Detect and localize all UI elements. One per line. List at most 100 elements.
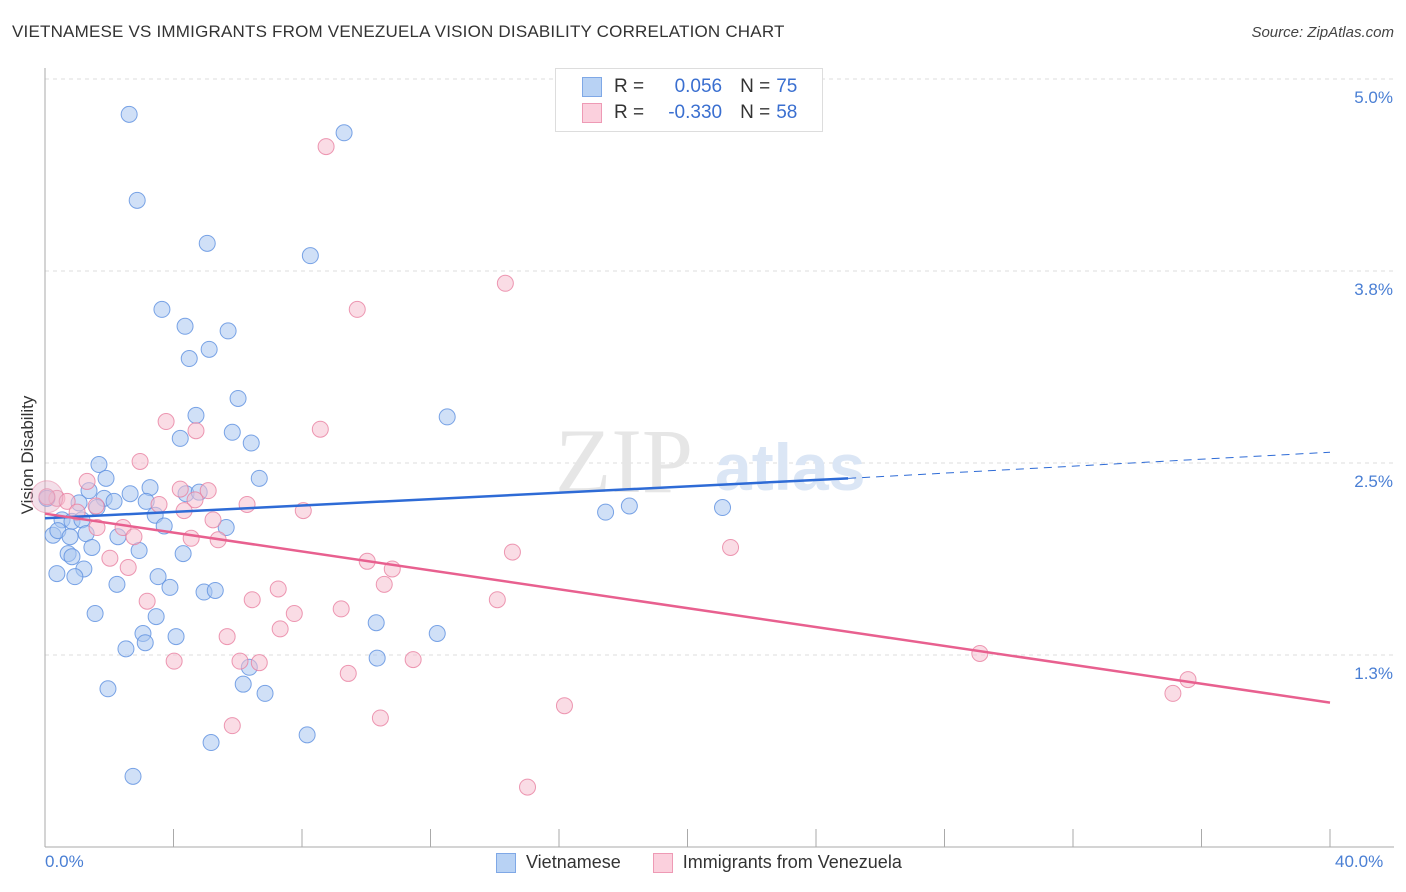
venezuela-trendline <box>44 512 1331 704</box>
vietnamese-point <box>120 105 138 123</box>
venezuela-point <box>204 511 222 529</box>
vietnamese-point <box>48 565 66 583</box>
r-label: R = <box>614 76 645 97</box>
legend-vietnamese: Vietnamese <box>526 852 621 872</box>
venezuela-point <box>88 519 106 537</box>
venezuela-point <box>199 482 217 500</box>
n-label: N = <box>740 102 771 123</box>
vietnamese-point <box>298 726 316 744</box>
vietnamese-point <box>149 568 167 586</box>
pink-swatch-icon <box>582 103 602 123</box>
vietnamese-point <box>121 485 139 503</box>
vietnamese-point <box>161 578 179 596</box>
correlation-legend: R = 0.056 N = 75 R = -0.330 N = 58 <box>555 68 823 132</box>
vietnamese-point <box>335 124 353 142</box>
venezuela-point <box>165 652 183 670</box>
vietnamese-point <box>83 538 101 556</box>
vietnamese-point <box>714 499 732 517</box>
vietnamese-point <box>223 423 241 441</box>
vietnamese-point <box>368 649 386 667</box>
vietnamese-point <box>153 300 171 318</box>
vietnamese-point <box>108 575 126 593</box>
venezuela-point <box>218 628 236 646</box>
venezuela-point <box>317 138 335 156</box>
vietnamese-point <box>174 545 192 563</box>
vietnamese-point <box>217 519 235 537</box>
y-tick-label: 5.0% <box>1354 88 1393 107</box>
vietnamese-point <box>128 191 146 209</box>
vietnamese-point <box>86 605 104 623</box>
vietnamese-point <box>206 581 224 599</box>
venezuela-point <box>182 529 200 547</box>
vietnamese-point <box>63 548 81 566</box>
x-tick-label-max: 40.0% <box>1335 852 1384 871</box>
blue-swatch-icon <box>496 852 516 873</box>
venezuela-point <box>171 480 189 498</box>
venezuela-point <box>157 413 175 431</box>
venezuela-point <box>243 591 261 609</box>
legend-row-venezuela: R = -0.330 N = 58 <box>582 101 797 125</box>
y-tick-label: 2.5% <box>1354 472 1393 491</box>
venezuela-point <box>271 620 289 638</box>
venezuela-point <box>187 422 205 440</box>
vietnamese-point <box>438 408 456 426</box>
venezuela-point <box>1164 684 1182 702</box>
venezuela-point <box>404 651 422 669</box>
vietnamese-point <box>620 497 638 515</box>
x-tick-label-min: 0.0% <box>45 852 84 871</box>
vietnamese-point <box>147 608 165 626</box>
legend-venezuela: Immigrants from Venezuela <box>682 852 902 872</box>
watermark: atlas <box>715 430 865 504</box>
vietnamese-point <box>176 317 194 335</box>
vietnamese-point <box>256 684 274 702</box>
vietnamese-point <box>229 389 247 407</box>
venezuela-point <box>371 709 389 727</box>
venezuela-point <box>1179 671 1197 689</box>
legend-row-vietnamese: R = 0.056 N = 75 <box>582 75 797 99</box>
vietnamese-point <box>97 469 115 487</box>
vietnamese-point <box>167 628 185 646</box>
vietnamese-point <box>200 340 218 358</box>
r-value: 0.056 <box>674 76 723 97</box>
venezuela-point <box>971 644 989 662</box>
large-point <box>30 480 64 514</box>
venezuela-point <box>250 654 268 672</box>
venezuela-point <box>186 491 204 509</box>
venezuela-point <box>231 652 249 670</box>
pink-swatch-icon <box>652 852 673 873</box>
vietnamese-trendline <box>44 477 849 520</box>
venezuela-point <box>125 528 143 546</box>
vietnamese-point <box>198 234 216 252</box>
venezuela-point <box>285 605 303 623</box>
venezuela-point <box>101 549 119 567</box>
vietnamese-point <box>136 634 154 652</box>
y-tick-label: 3.8% <box>1354 280 1393 299</box>
venezuela-point <box>269 580 287 598</box>
vietnamese-point <box>105 492 123 510</box>
vietnamese-point <box>66 568 84 586</box>
venezuela-point <box>348 300 366 318</box>
vietnamese-point <box>180 350 198 368</box>
vietnamese-point <box>597 503 615 521</box>
venezuela-point <box>150 495 168 513</box>
vietnamese-point <box>124 767 142 785</box>
blue-swatch-icon <box>582 77 602 97</box>
chart-title: VIETNAMESE VS IMMIGRANTS FROM VENEZUELA … <box>12 22 785 41</box>
venezuela-point <box>87 497 105 515</box>
n-label: N = <box>740 76 771 97</box>
venezuela-point <box>119 558 137 576</box>
vietnamese-point <box>61 528 79 546</box>
venezuela-point <box>332 600 350 618</box>
venezuela-point <box>78 472 96 490</box>
venezuela-point <box>339 664 357 682</box>
vietnamese-point <box>171 429 189 447</box>
vietnamese-point <box>234 675 252 693</box>
series-legend: Vietnamese Immigrants from Venezuela <box>496 852 902 873</box>
vietnamese-point <box>117 640 135 658</box>
venezuela-point <box>223 717 241 735</box>
vietnamese-point <box>242 434 260 452</box>
r-value: -0.330 <box>668 102 723 123</box>
r-label: R = <box>614 102 645 123</box>
vietnamese-point <box>187 406 205 424</box>
vietnamese-point <box>367 614 385 632</box>
